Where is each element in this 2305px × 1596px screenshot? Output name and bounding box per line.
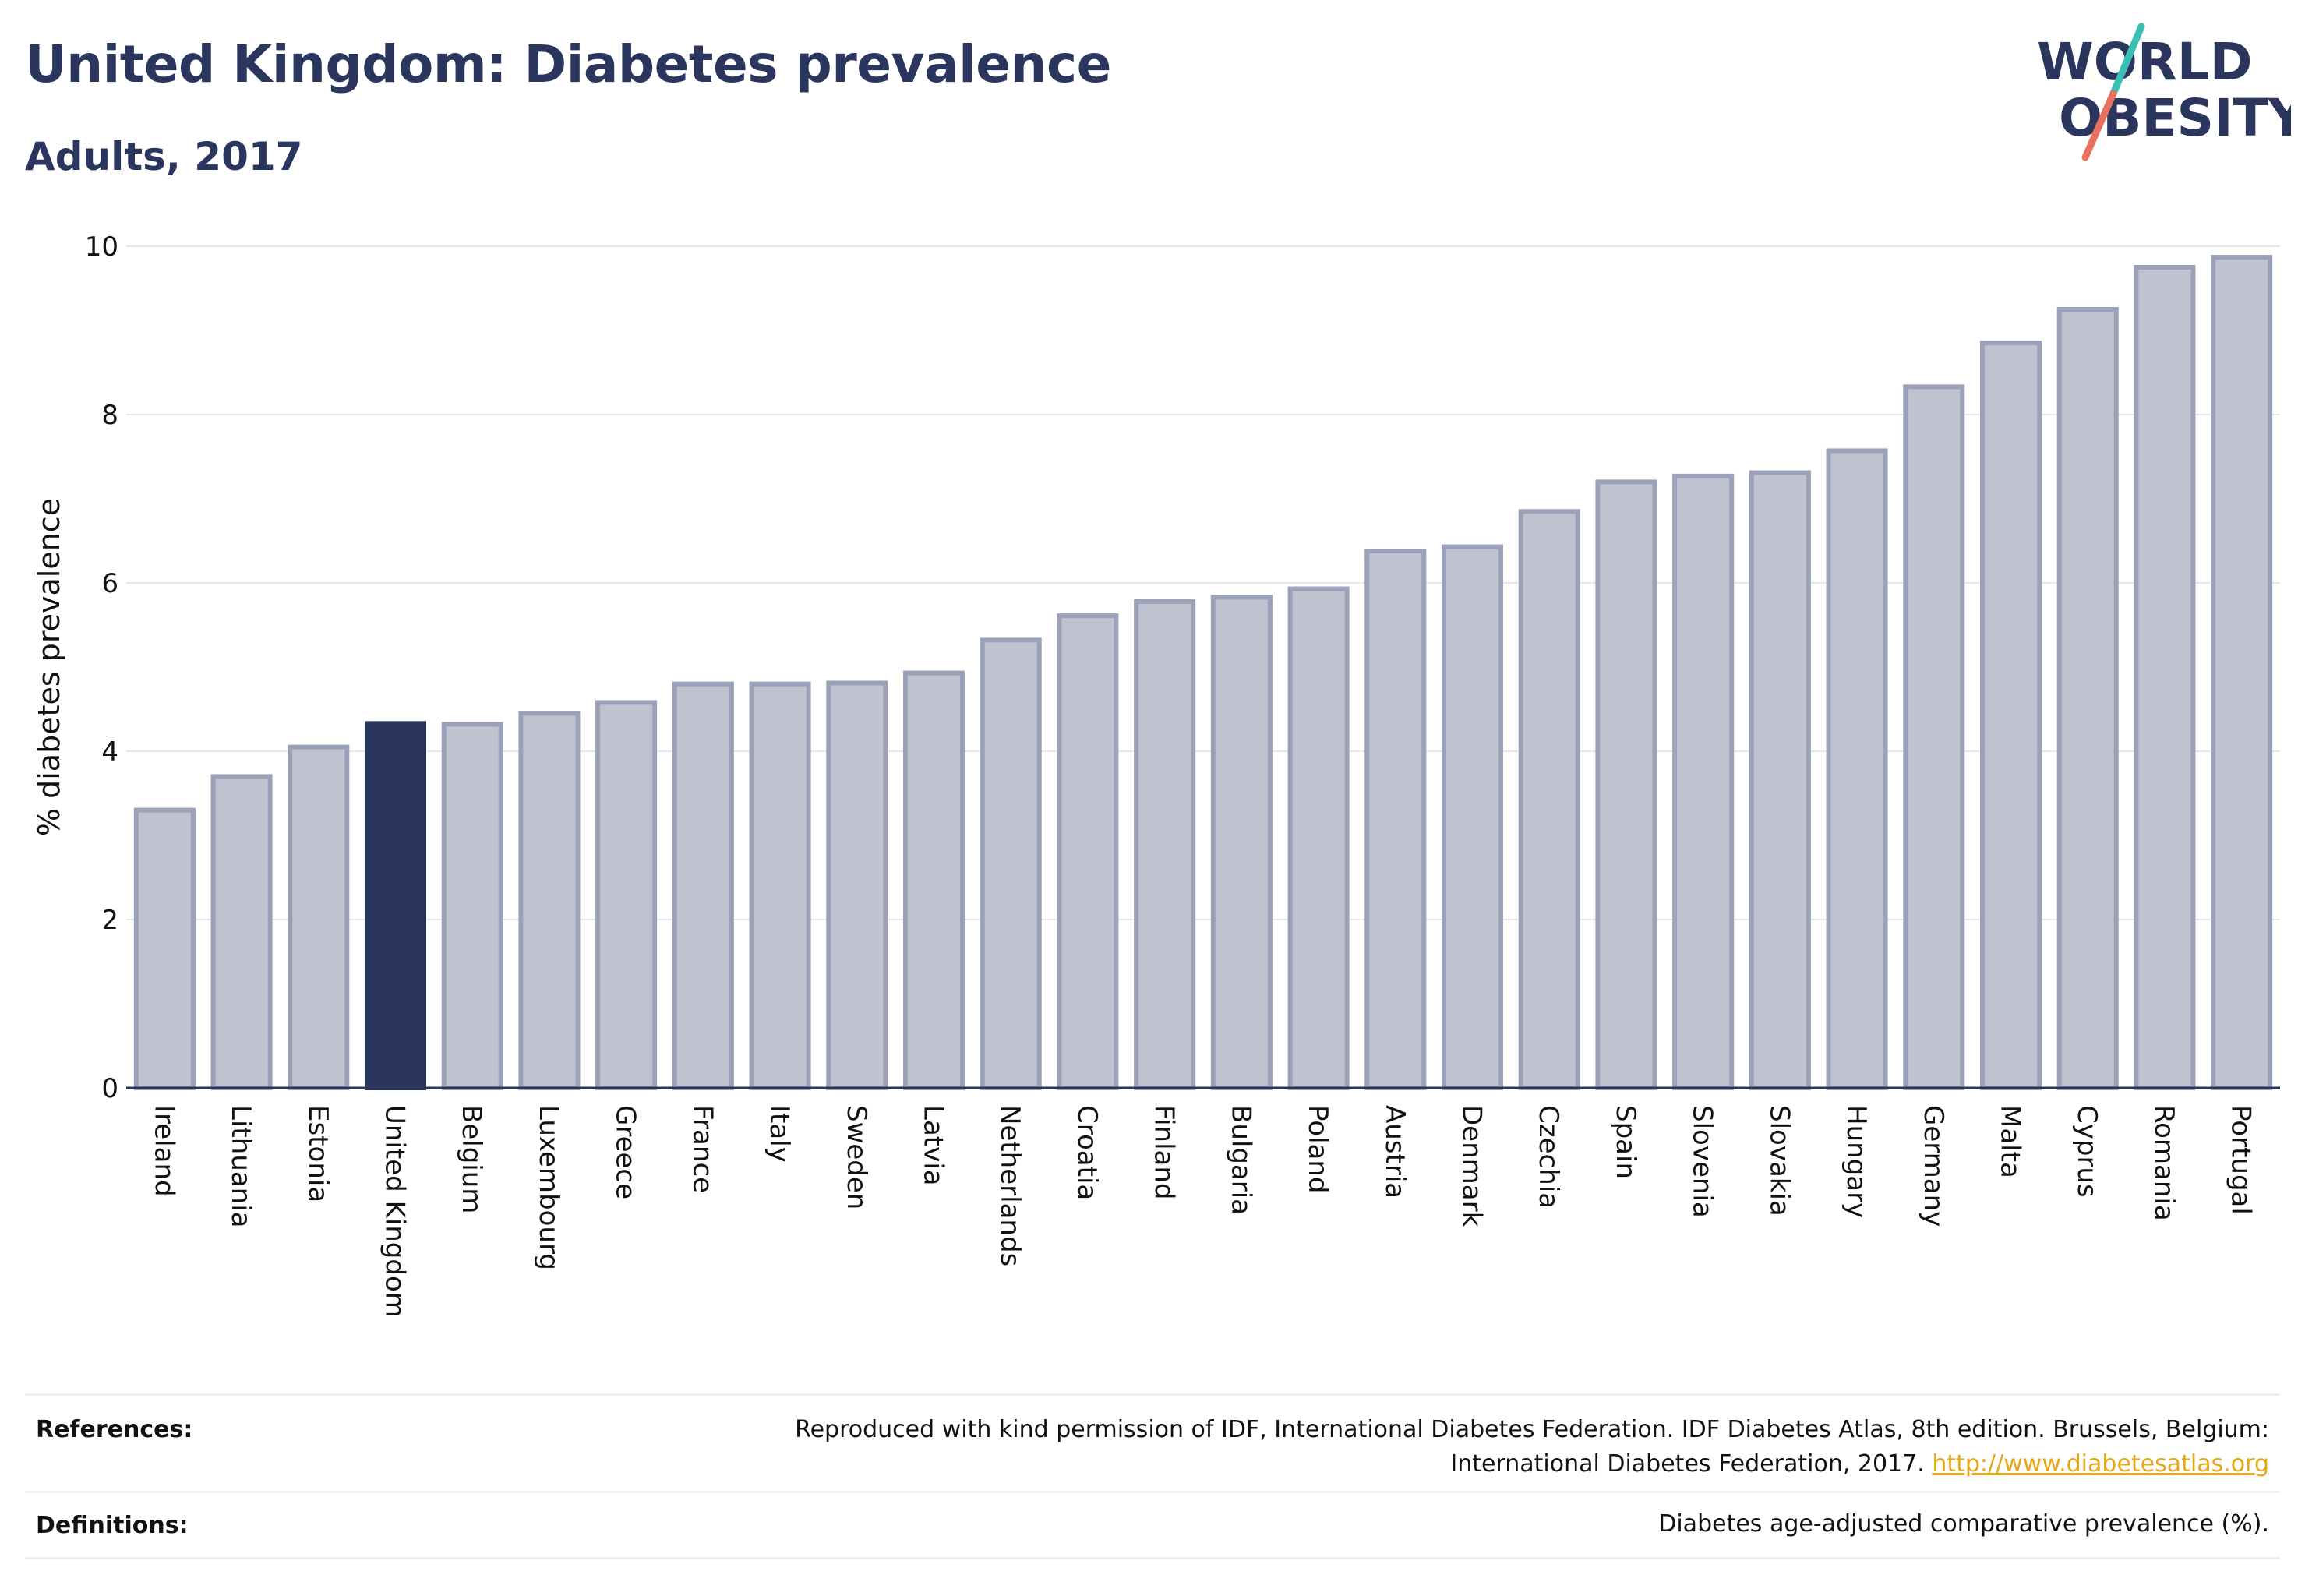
x-tick-label: France: [687, 1105, 718, 1193]
bar-cyprus: [2056, 307, 2119, 1090]
bar-austria: [1364, 548, 1427, 1090]
y-tick-label: 4: [101, 736, 118, 768]
bar-croatia: [1057, 613, 1119, 1090]
bar-luxembourg: [518, 711, 581, 1091]
bars: [133, 255, 2273, 1091]
world-obesity-logo: WORLD OBESITY: [2037, 23, 2291, 161]
bar-bulgaria: [1210, 595, 1273, 1090]
y-tick-label: 2: [101, 905, 118, 936]
logo-line1: WORLD: [2037, 32, 2253, 92]
chart-title: United Kingdom: Diabetes prevalence: [25, 34, 1111, 94]
y-axis-label: % diabetes prevalence: [32, 498, 66, 836]
references-label: References:: [36, 1416, 193, 1443]
bar-latvia: [902, 670, 965, 1090]
bar-netherlands: [980, 637, 1042, 1090]
x-tick-label: United Kingdom: [379, 1105, 411, 1318]
bar-denmark: [1441, 544, 1504, 1090]
x-tick-label: Croatia: [1071, 1105, 1103, 1200]
x-tick-label: Belgium: [456, 1105, 487, 1213]
bar-ireland: [133, 807, 196, 1090]
references-line1: Reproduced with kind permission of IDF, …: [795, 1416, 2269, 1443]
bar-slovenia: [1672, 473, 1735, 1090]
logo-slash-bottom: [2081, 90, 2117, 161]
bar-slovakia: [1749, 470, 1811, 1090]
x-tick-label: Hungary: [1841, 1105, 1872, 1218]
x-tick-label: Netherlands: [994, 1105, 1025, 1266]
references-text: Reproduced with kind permission of IDF, …: [795, 1413, 2269, 1481]
x-tick-label: Denmark: [1456, 1105, 1488, 1227]
chart-subtitle: Adults, 2017: [25, 134, 303, 179]
y-axis-ticks: 0 2 4 6 8 10: [85, 231, 118, 1104]
x-tick-label: Austria: [1379, 1105, 1410, 1199]
bar-france: [672, 681, 734, 1090]
bar-greece: [595, 700, 658, 1090]
references-row: References: Reproduced with kind permiss…: [25, 1393, 2280, 1491]
x-tick-label: Italy: [764, 1105, 795, 1163]
bar-lithuania: [210, 774, 273, 1091]
y-tick-label: 6: [101, 568, 118, 599]
logo-slash-top: [2109, 23, 2145, 97]
bar-germany: [1903, 384, 1965, 1090]
x-tick-label: Luxembourg: [533, 1105, 564, 1270]
x-tick-label: Slovenia: [1687, 1105, 1718, 1218]
x-axis-ticks: Ireland Lithuania Estonia United Kingdom Bel…: [148, 1105, 2256, 1318]
bar-united-kingdom: [364, 721, 427, 1090]
definitions-label: Definitions:: [36, 1512, 189, 1539]
x-tick-label: Greece: [610, 1105, 641, 1199]
definitions-row: Definitions: Diabetes age-adjusted compa…: [25, 1491, 2280, 1559]
x-tick-label: Estonia: [302, 1105, 334, 1202]
x-tick-label: Cyprus: [2071, 1105, 2102, 1198]
x-tick-label: Portugal: [2226, 1105, 2257, 1215]
bar-portugal: [2211, 255, 2273, 1090]
bar-sweden: [826, 680, 888, 1090]
y-tick-label: 0: [101, 1073, 118, 1104]
x-tick-label: Slovakia: [1763, 1105, 1795, 1216]
y-tick-label: 10: [85, 231, 118, 263]
x-tick-label: Germany: [1918, 1105, 1949, 1227]
bar-romania: [2134, 265, 2196, 1090]
references-line2-text: International Diabetes Federation, 2017.: [1450, 1450, 1925, 1478]
bar-chart: 0 2 4 6 8 10 Ireland Lithuania Estonia United Ki…: [32, 231, 2280, 1318]
x-tick-label: Finland: [1149, 1105, 1180, 1200]
bar-italy: [749, 681, 811, 1090]
references-link[interactable]: http://www.diabetesatlas.org: [1932, 1450, 2269, 1478]
x-tick-label: Czechia: [1533, 1105, 1564, 1209]
x-tick-label: Lithuania: [225, 1105, 256, 1227]
bar-poland: [1287, 586, 1350, 1090]
x-tick-label: Sweden: [841, 1105, 872, 1209]
definitions-text: Diabetes age-adjusted comparative preval…: [1658, 1510, 2269, 1538]
x-tick-label: Spain: [1610, 1105, 1641, 1179]
bar-hungary: [1826, 448, 1888, 1090]
bar-estonia: [288, 744, 350, 1090]
y-tick-label: 8: [101, 400, 118, 431]
references-table: References: Reproduced with kind permiss…: [25, 1393, 2280, 1559]
x-tick-label: Malta: [1995, 1105, 2026, 1178]
bar-malta: [1979, 341, 2042, 1090]
x-tick-label: Ireland: [148, 1105, 179, 1197]
bar-finland: [1134, 598, 1196, 1090]
x-tick-label: Romania: [2148, 1105, 2180, 1221]
x-tick-label: Latvia: [918, 1105, 949, 1186]
references-line2: International Diabetes Federation, 2017.…: [795, 1447, 2269, 1481]
bar-belgium: [441, 722, 503, 1090]
x-tick-label: Bulgaria: [1225, 1105, 1256, 1215]
bar-czechia: [1518, 509, 1580, 1090]
bar-spain: [1595, 479, 1657, 1090]
x-tick-label: Poland: [1302, 1105, 1333, 1194]
